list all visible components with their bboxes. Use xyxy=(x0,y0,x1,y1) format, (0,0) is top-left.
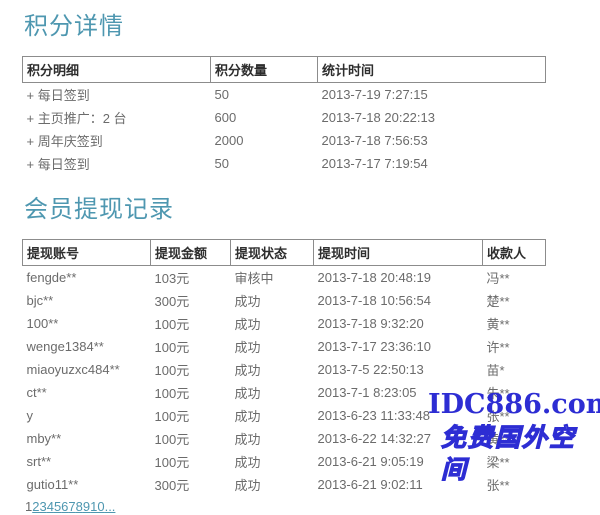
table-header-row: 积分明细 积分数量 统计时间 xyxy=(22,56,546,83)
table-cell: 朱** xyxy=(486,386,510,401)
table-cell: 100元 xyxy=(154,363,190,378)
pagination-links: 2345678910... xyxy=(32,499,115,514)
table-cell: miaoyuzxc484** xyxy=(26,362,120,377)
pagination-link[interactable]: 3 xyxy=(39,499,47,514)
table-cell: 成功 xyxy=(234,432,261,447)
table-row: + 主页推广：2 台 600 2013-7-18 20:22:13 xyxy=(23,106,546,129)
table-cell: wenge1384** xyxy=(26,339,104,354)
table-cell: 苗* xyxy=(486,363,505,378)
pagination-link[interactable]: 10 xyxy=(90,499,105,514)
table-row: y 100元 成功 2013-6-23 11:33:48 张** xyxy=(23,404,546,427)
table-cell: 2013-7-17 23:36:10 xyxy=(317,339,431,354)
table-cell: 审核中 xyxy=(234,271,274,286)
table-cell: 100元 xyxy=(154,432,190,447)
table-cell: y xyxy=(26,408,34,423)
table-cell: 冯** xyxy=(486,271,510,286)
column-header-withdraw-account: 提现账号 xyxy=(22,239,151,266)
table-cell: 100** xyxy=(26,316,59,331)
table-cell: 成功 xyxy=(234,478,261,493)
table-row: fengde** 103元 审核中 2013-7-18 20:48:19 冯** xyxy=(23,266,546,290)
table-cell: 成功 xyxy=(234,317,261,332)
points-table: 积分明细 积分数量 统计时间 + 每日签到 50 2013-7-19 7:27:15… xyxy=(22,56,546,175)
table-cell: 100元 xyxy=(154,317,190,332)
table-row: + 周年庆签到 2000 2013-7-18 7:56:53 xyxy=(23,129,546,152)
table-cell: 103元 xyxy=(154,271,190,286)
table-row: + 每日签到 50 2013-7-19 7:27:15 xyxy=(23,83,546,107)
table-cell: bjc** xyxy=(26,293,54,308)
table-cell: fengde** xyxy=(26,270,77,285)
table-cell: 50 xyxy=(214,156,229,171)
withdrawals-table: 提现账号 提现金额 提现状态 提现时间 收款人 fengde** 103元 审核中 2… xyxy=(22,239,546,496)
column-header-stat-time: 统计时间 xyxy=(317,56,546,83)
table-cell: 2013-6-22 14:32:27 xyxy=(317,431,431,446)
table-cell: 600 xyxy=(214,110,237,125)
column-header-withdraw-time: 提现时间 xyxy=(313,239,483,266)
table-cell: 2013-7-19 7:27:15 xyxy=(321,87,428,102)
table-row: mby** 100元 成功 2013-6-22 14:32:27 黄** xyxy=(23,427,546,450)
column-header-withdraw-amount: 提现金额 xyxy=(150,239,231,266)
column-header-points-amount: 积分数量 xyxy=(210,56,318,83)
table-cell: 张** xyxy=(486,478,510,493)
column-header-withdraw-status: 提现状态 xyxy=(230,239,314,266)
table-cell: 2013-7-18 7:56:53 xyxy=(321,133,428,148)
pagination-current-page: 1 xyxy=(25,499,33,514)
table-cell: 100元 xyxy=(154,386,190,401)
table-cell: + 周年庆签到 xyxy=(26,134,103,149)
table-cell: + 每日签到 xyxy=(26,157,90,172)
table-cell: 2013-7-18 20:22:13 xyxy=(321,110,435,125)
table-cell: 2013-6-23 11:33:48 xyxy=(317,408,431,423)
table-cell: 黄** xyxy=(486,432,510,447)
table-cell: 2013-7-18 9:32:20 xyxy=(317,316,424,331)
pagination-link[interactable]: 9 xyxy=(82,499,91,514)
table-cell: 楚** xyxy=(486,294,510,309)
table-cell: ct** xyxy=(26,385,47,400)
table-row: + 每日签到 50 2013-7-17 7:19:54 xyxy=(23,152,546,175)
table-cell: 100元 xyxy=(154,340,190,355)
table-cell: 300元 xyxy=(154,294,190,309)
table-cell: 张** xyxy=(486,409,510,424)
table-row: 100** 100元 成功 2013-7-18 9:32:20 黄** xyxy=(23,312,546,335)
pagination-link[interactable]: 5 xyxy=(53,499,62,514)
pagination: 12345678910... xyxy=(25,499,600,515)
pagination-link[interactable]: 7 xyxy=(68,499,76,514)
table-cell: 2000 xyxy=(214,133,244,148)
pagination-link[interactable]: 4 xyxy=(46,499,54,514)
table-row: wenge1384** 100元 成功 2013-7-17 23:36:10 许** xyxy=(23,335,546,358)
table-row: bjc** 300元 成功 2013-7-18 10:56:54 楚** xyxy=(23,289,546,312)
table-cell: + 每日签到 xyxy=(26,88,90,103)
pagination-link[interactable]: 2 xyxy=(32,499,40,514)
pagination-link[interactable]: ... xyxy=(104,499,116,514)
table-cell: 成功 xyxy=(234,340,261,355)
table-cell: 成功 xyxy=(234,386,261,401)
table-row: gutio11** 300元 成功 2013-6-21 9:02:11 张** xyxy=(23,473,546,496)
table-cell: + 主页推广：2 台 xyxy=(26,111,127,126)
column-header-payee: 收款人 xyxy=(482,239,546,266)
table-cell: 2013-7-5 22:50:13 xyxy=(317,362,424,377)
table-cell: 成功 xyxy=(234,409,261,424)
table-cell: 黄** xyxy=(486,317,510,332)
table-cell: 300元 xyxy=(154,478,190,493)
pagination-link[interactable]: 6 xyxy=(61,499,69,514)
table-cell: 2013-7-18 20:48:19 xyxy=(317,270,431,285)
table-cell: 50 xyxy=(214,87,229,102)
table-cell: 2013-7-18 10:56:54 xyxy=(317,293,431,308)
table-cell: 2013-6-21 9:02:11 xyxy=(317,477,423,492)
column-header-points-detail: 积分明细 xyxy=(22,56,211,83)
withdrawals-section-title: 会员提现记录 xyxy=(24,196,174,223)
points-section-title: 积分详情 xyxy=(24,13,124,40)
table-cell: 2013-7-17 7:19:54 xyxy=(321,156,428,171)
table-cell: 成功 xyxy=(234,294,261,309)
table-row: miaoyuzxc484** 100元 成功 2013-7-5 22:50:13 苗* xyxy=(23,358,546,381)
table-cell: 成功 xyxy=(234,363,261,378)
table-row: ct** 100元 成功 2013-7-1 8:23:05 朱** xyxy=(23,381,546,404)
table-cell: 2013-7-1 8:23:05 xyxy=(317,385,417,400)
table-cell: 100元 xyxy=(154,409,190,424)
table-header-row: 提现账号 提现金额 提现状态 提现时间 收款人 xyxy=(22,239,546,266)
table-cell: 许** xyxy=(486,340,510,355)
table-cell: gutio11** xyxy=(26,477,79,492)
table-cell: mby** xyxy=(26,431,62,446)
pagination-link[interactable]: 8 xyxy=(75,499,83,514)
